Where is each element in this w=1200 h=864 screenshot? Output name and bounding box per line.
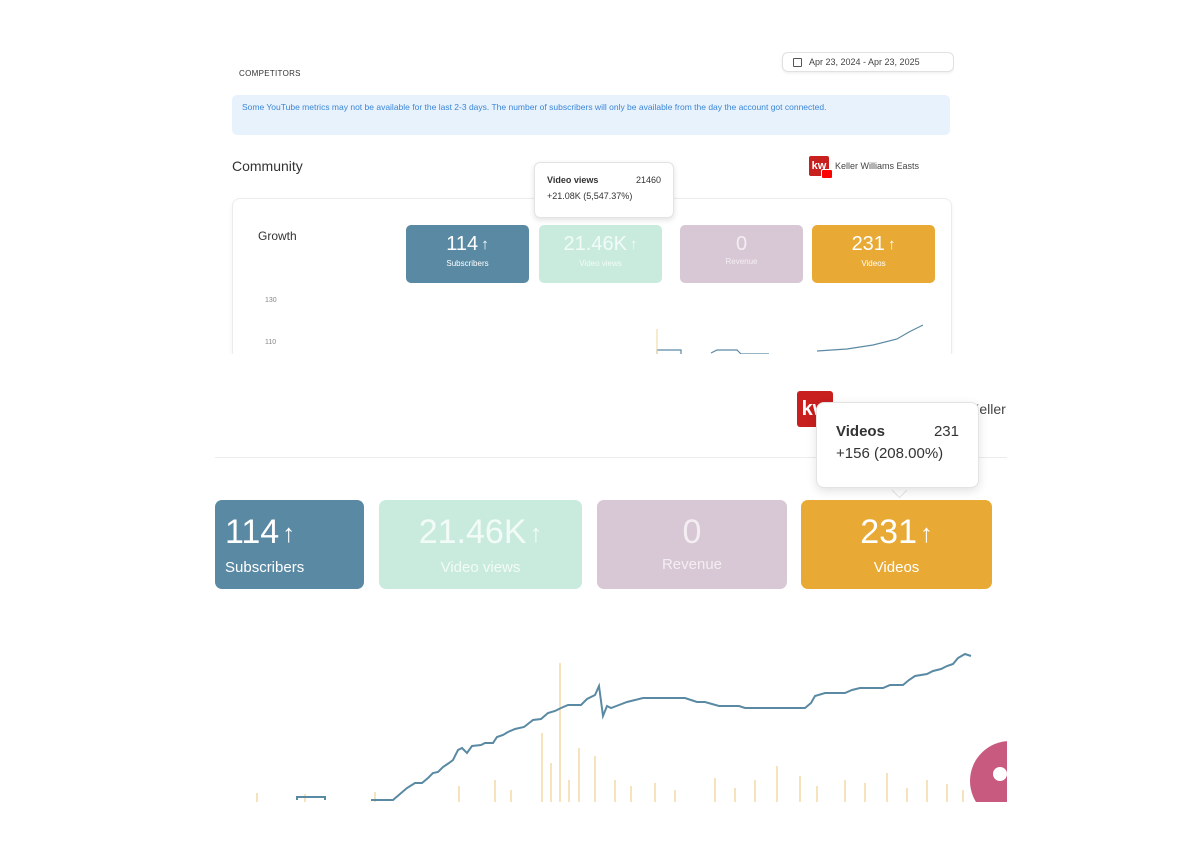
account-name: Keller Williams Easts <box>835 161 920 171</box>
arrow-up-icon: ↑ <box>887 236 896 253</box>
tooltip-metric: Videos <box>836 423 885 440</box>
stat-label: Videos <box>873 559 920 576</box>
tooltip-change: +156 (208.00%) <box>836 445 944 462</box>
stat-label: Subscribers <box>446 259 489 268</box>
arrow-up-icon: ↑ <box>529 520 543 548</box>
section-label: COMPETITORS <box>239 69 301 78</box>
top-panel: COMPETITORS Apr 23, 2024 - Apr 23, 2025 … <box>228 52 954 354</box>
stat-label: Subscribers <box>225 559 305 576</box>
growth-card: Growth 114 ↑ Subscribers 21.46K ↑ Video vi… <box>232 198 952 354</box>
bottom-panel: kw Keller Williams Easts 114↑ Subscriber… <box>215 388 1007 802</box>
stat-videos-large[interactable]: 231 ↑ Videos <box>801 500 992 589</box>
stat-value: 0 <box>682 513 702 551</box>
tooltip-metric: Video views <box>547 175 599 185</box>
date-range-text: Apr 23, 2024 - Apr 23, 2025 <box>809 57 920 67</box>
stat-label: Videos <box>861 259 886 268</box>
community-title: Community <box>232 158 303 174</box>
subscribers-line <box>656 324 924 354</box>
calendar-icon <box>793 57 802 67</box>
stat-label: Video views <box>440 559 521 576</box>
date-range-picker[interactable]: Apr 23, 2024 - Apr 23, 2025 <box>782 52 954 72</box>
stat-video-views-large[interactable]: 21.46K ↑ Video views <box>379 500 582 589</box>
stat-subscribers[interactable]: 114 ↑ Subscribers <box>406 225 529 283</box>
tooltip-value: 231 <box>933 423 959 440</box>
growth-line-chart-large <box>256 652 972 802</box>
account-selector[interactable]: kw Keller Williams Easts <box>809 156 920 179</box>
tooltip-value: 21460 <box>635 175 661 185</box>
stat-label: Revenue <box>661 556 723 573</box>
tooltip-change: +21.08K (5,547.37%) <box>547 191 633 201</box>
stat-label: Revenue <box>725 257 758 266</box>
stat-value: 114 <box>225 513 280 551</box>
stat-subscribers-large[interactable]: 114 ↑ Subscribers <box>215 500 364 589</box>
y-tick-label: 110 <box>265 339 277 346</box>
y-tick-label: 130 <box>265 297 277 304</box>
stat-revenue-large[interactable]: 0 Revenue <box>597 500 787 589</box>
stat-value: 21.46K <box>418 513 527 551</box>
stat-label: Video views <box>579 259 622 268</box>
arrow-up-icon: ↑ <box>919 520 933 548</box>
stat-value: 114 <box>446 233 479 255</box>
arrow-up-icon: ↑ <box>629 236 638 253</box>
stat-videos[interactable]: 231 ↑ Videos <box>812 225 935 283</box>
videos-line <box>296 652 972 801</box>
tooltip-video-views: Video views 21460 +21.08K (5,547.37%) <box>534 162 674 218</box>
stat-value: 231 <box>851 233 885 255</box>
stat-revenue[interactable]: 0 Revenue <box>680 225 803 283</box>
tooltip-videos: Videos 231 +156 (208.00%) <box>816 402 979 488</box>
stat-video-views[interactable]: 21.46K ↑ Video views <box>539 225 662 283</box>
chat-icon <box>993 767 1007 781</box>
account-logo: kw <box>809 156 833 179</box>
arrow-up-icon: ↑ <box>481 236 489 253</box>
growth-title: Growth <box>258 229 297 243</box>
stat-value: 0 <box>735 233 748 255</box>
account-name-large: Keller Williams Easts <box>970 401 1007 417</box>
info-banner: Some YouTube metrics may not be availabl… <box>232 95 950 135</box>
stat-value: 21.46K <box>563 233 627 255</box>
divider <box>215 457 1007 458</box>
arrow-up-icon: ↑ <box>282 520 295 548</box>
youtube-icon <box>821 169 833 179</box>
video-views-bars <box>256 663 964 802</box>
stat-value: 231 <box>860 513 917 551</box>
growth-line-chart-small <box>656 324 924 354</box>
